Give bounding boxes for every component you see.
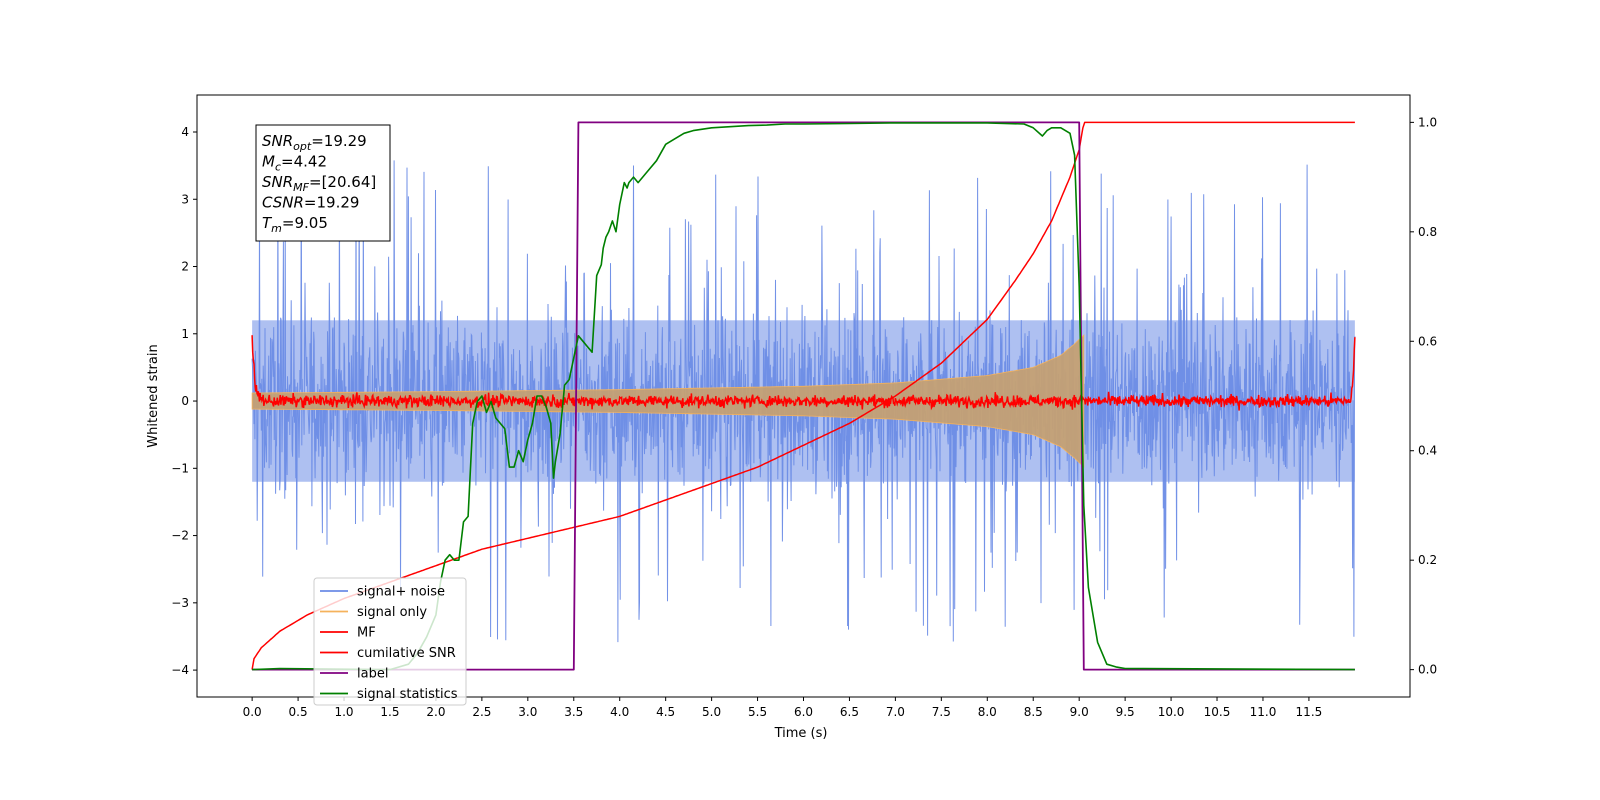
- legend-label-text: label: [357, 667, 388, 682]
- y-left-tick-label: 0: [181, 394, 189, 408]
- stats-value: =19.29: [311, 132, 367, 150]
- stats-symbol: CSNR: [262, 194, 304, 212]
- x-tick-label: 9.0: [1070, 705, 1089, 719]
- x-tick-label: 5.0: [702, 705, 721, 719]
- x-tick-label: 3.5: [564, 705, 583, 719]
- y-left-tick-label: −2: [171, 529, 189, 543]
- y-left-tick-label: 3: [181, 192, 189, 206]
- series-cumulative-snr: [251, 121, 1355, 670]
- stats-annotation: SNRopt=19.29Mc=4.42SNRMF=[20.64]CSNR=19.…: [255, 124, 391, 242]
- x-tick-label: 8.0: [978, 705, 997, 719]
- y-right-tick-label: 0.8: [1418, 225, 1437, 239]
- stats-line: SNRMF=[20.64]: [262, 173, 376, 194]
- x-tick-label: 4.0: [610, 705, 629, 719]
- y-right-tick-label: 0.6: [1418, 334, 1437, 348]
- x-tick-label: 10.5: [1204, 705, 1231, 719]
- stats-line: CSNR=19.29: [262, 194, 359, 212]
- y-right-tick-label: 0.0: [1418, 663, 1437, 677]
- stats-box-frame: [255, 124, 391, 242]
- stats-subscript: c: [275, 161, 281, 174]
- y-left-tick-label: 1: [181, 327, 189, 341]
- legend-signal-only-text: signal only: [357, 605, 427, 620]
- x-tick-label: 10.0: [1158, 705, 1185, 719]
- legend-cumulative-snr-text: cumilative SNR: [357, 646, 456, 661]
- y-left-tick-label: 2: [181, 260, 189, 274]
- x-tick-label: 2.5: [472, 705, 491, 719]
- y-left-tick-label: −3: [171, 596, 189, 610]
- x-tick-label: 6.5: [840, 705, 859, 719]
- stats-symbol: M: [262, 153, 275, 171]
- legend: signal+ noise signal only MF cumilative SNR…: [313, 577, 467, 706]
- x-tick-label: 4.5: [656, 705, 675, 719]
- y-axis-right: 0.0 0.2 0.4 0.6 0.8 1.0: [1410, 115, 1437, 677]
- x-tick-label: 6.0: [794, 705, 813, 719]
- x-tick-label: 1.0: [334, 705, 353, 719]
- legend-signal-plus-noise-text: signal+ noise: [357, 585, 445, 600]
- x-tick-label: 7.0: [886, 705, 905, 719]
- y-left-tick-label: −1: [171, 461, 189, 475]
- x-tick-label: 0.0: [243, 705, 262, 719]
- legend-frame: [313, 577, 467, 706]
- x-tick-label: 11.5: [1296, 705, 1323, 719]
- y-axis-left: −4 −3 −2 −1 0 1 2 3 4: [171, 125, 197, 677]
- series-mf: [251, 335, 1356, 411]
- stats-symbol: SNR: [262, 132, 293, 150]
- x-tick-label: 3.0: [518, 705, 537, 719]
- x-tick-label: 9.5: [1116, 705, 1135, 719]
- y-left-tick-label: 4: [181, 125, 189, 139]
- y-right-tick-label: 1.0: [1418, 115, 1437, 129]
- x-tick-label: 8.5: [1024, 705, 1043, 719]
- legend-signal-statistics-text: signal statistics: [357, 687, 458, 702]
- x-tick-label: 1.5: [380, 705, 399, 719]
- x-axis-label: Time (s): [774, 726, 828, 741]
- stats-value: =[20.64]: [309, 173, 376, 191]
- stats-subscript: opt: [293, 140, 312, 153]
- stats-symbol: SNR: [262, 173, 293, 191]
- stats-subscript: m: [271, 222, 282, 235]
- stats-line: Tm=9.05: [262, 214, 328, 235]
- series-signal-statistics: [252, 122, 1355, 671]
- series-label: [252, 121, 1355, 671]
- stats-value: =9.05: [282, 214, 328, 232]
- y-right-tick-label: 0.2: [1418, 553, 1437, 567]
- stats-symbol: T: [262, 214, 273, 232]
- series-layer: [251, 121, 1356, 671]
- stats-value: =19.29: [304, 194, 360, 212]
- y-right-tick-label: 0.4: [1418, 444, 1437, 458]
- x-axis: 0.0 0.5 1.0 1.5 2.0 2.5 3.0 3.5 4.0 4.5 5.0 5.5 6.0 6…: [243, 697, 1323, 719]
- x-tick-label: 2.0: [426, 705, 445, 719]
- stats-line: SNRopt=19.29: [262, 132, 367, 153]
- x-tick-label: 7.5: [932, 705, 951, 719]
- legend-mf-text: MF: [357, 626, 376, 641]
- x-tick-label: 0.5: [289, 705, 308, 719]
- x-tick-label: 11.0: [1250, 705, 1277, 719]
- y-axis-label: Whitened strain: [146, 344, 161, 447]
- stats-value: =4.42: [281, 153, 327, 171]
- y-left-tick-label: −4: [171, 663, 189, 677]
- stats-subscript: MF: [293, 181, 309, 194]
- stats-line: Mc=4.42: [262, 153, 327, 174]
- x-tick-label: 5.5: [748, 705, 767, 719]
